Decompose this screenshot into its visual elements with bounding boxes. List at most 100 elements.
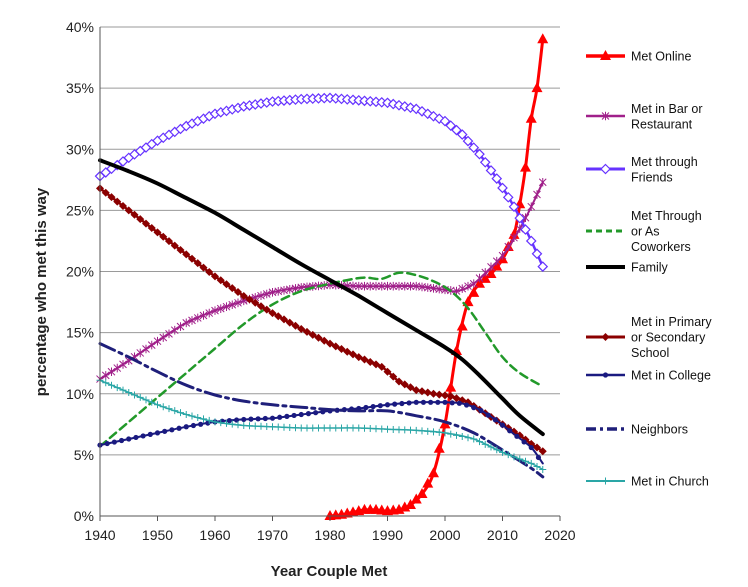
- data-point: [392, 402, 397, 407]
- x-tick-label: 1990: [372, 527, 403, 543]
- series-0: [325, 33, 549, 520]
- legend-item: Met in College: [586, 369, 711, 383]
- data-point: [493, 417, 498, 422]
- data-point: [529, 445, 534, 450]
- legend-marker: [602, 333, 610, 341]
- data-point: [465, 434, 472, 441]
- legend-marker: [603, 372, 608, 377]
- data-point: [126, 436, 131, 441]
- data-point: [507, 428, 512, 433]
- data-point: [536, 455, 541, 460]
- legend-item: Met in Primaryor SecondarySchool: [586, 315, 712, 360]
- data-point: [162, 429, 167, 434]
- data-point: [406, 400, 411, 405]
- y-tick-label: 25%: [66, 202, 94, 218]
- data-point: [133, 435, 138, 440]
- legend-label: School: [631, 346, 669, 360]
- data-point: [263, 416, 268, 421]
- legend-item: Met throughFriends: [586, 155, 698, 185]
- data-point: [528, 202, 535, 211]
- y-tick-label: 10%: [66, 386, 94, 402]
- data-point: [539, 466, 546, 473]
- y-tick-label: 20%: [66, 264, 94, 280]
- data-point: [299, 412, 304, 417]
- legend-label: Friends: [631, 170, 673, 184]
- data-point: [399, 401, 404, 406]
- data-point: [414, 400, 419, 405]
- x-tick-label: 1960: [199, 527, 230, 543]
- x-tick-label: 1970: [257, 527, 288, 543]
- data-point: [445, 382, 456, 392]
- data-point: [434, 443, 445, 453]
- y-tick-label: 0%: [74, 508, 94, 524]
- data-point: [533, 249, 542, 258]
- data-point: [194, 414, 201, 421]
- data-point: [459, 433, 466, 440]
- series-3: [100, 273, 543, 447]
- data-point: [169, 427, 174, 432]
- data-point: [270, 416, 275, 421]
- data-point: [112, 439, 117, 444]
- data-point: [447, 431, 454, 438]
- data-point: [176, 426, 181, 431]
- x-tick-label: 2010: [487, 527, 518, 543]
- x-tick-label: 1950: [142, 527, 173, 543]
- data-point: [105, 441, 110, 446]
- y-tick-label: 30%: [66, 141, 94, 157]
- data-point: [363, 405, 368, 410]
- x-tick-label: 2000: [429, 527, 460, 543]
- data-point: [500, 423, 505, 428]
- data-point: [453, 432, 460, 439]
- data-point: [227, 418, 232, 423]
- legend-item: Met in Church: [586, 475, 709, 489]
- data-point: [428, 400, 433, 405]
- y-tick-label: 35%: [66, 80, 94, 96]
- series-4: [100, 160, 543, 434]
- data-point: [313, 410, 318, 415]
- data-point: [212, 418, 219, 425]
- data-point: [521, 439, 526, 444]
- legend: Met OnlineMet in Bar orRestaurantMet thr…: [586, 50, 712, 489]
- data-point: [514, 434, 519, 439]
- data-point: [538, 262, 547, 271]
- legend-item: Met Online: [586, 50, 691, 64]
- legend-label: Met Online: [631, 50, 691, 64]
- legend-label: Restaurant: [631, 117, 693, 131]
- legend-label: Met in Primary: [631, 315, 712, 329]
- series-line: [100, 160, 543, 434]
- data-point: [148, 341, 155, 350]
- data-point: [520, 162, 531, 172]
- data-point: [464, 402, 469, 407]
- series-line: [100, 273, 543, 447]
- data-point: [478, 408, 483, 413]
- data-point: [256, 416, 261, 421]
- data-point: [428, 467, 439, 477]
- legend-marker: [602, 478, 609, 485]
- data-point: [532, 82, 543, 92]
- data-point: [534, 190, 541, 199]
- legend-label: Met Through: [631, 209, 702, 223]
- data-point: [148, 432, 153, 437]
- data-point: [137, 349, 144, 358]
- legend-item: Met Throughor AsCoworkers: [586, 209, 702, 254]
- x-axis-title: Year Couple Met: [271, 563, 388, 580]
- data-point: [526, 113, 537, 123]
- data-point: [450, 400, 455, 405]
- legend-marker: [601, 165, 610, 174]
- data-point: [184, 424, 189, 429]
- data-point: [277, 415, 282, 420]
- legend-label: Coworkers: [631, 240, 691, 254]
- legend-label: Met in College: [631, 369, 711, 383]
- data-point: [284, 414, 289, 419]
- data-point: [457, 321, 468, 331]
- y-tick-label: 5%: [74, 447, 94, 463]
- data-point: [119, 438, 124, 443]
- data-point: [539, 178, 546, 187]
- legend-item: Neighbors: [586, 423, 688, 437]
- data-point: [471, 405, 476, 410]
- series-5: [96, 184, 547, 455]
- legend-item: Family: [586, 261, 669, 275]
- data-point: [371, 404, 376, 409]
- y-tick-label: 40%: [66, 19, 94, 35]
